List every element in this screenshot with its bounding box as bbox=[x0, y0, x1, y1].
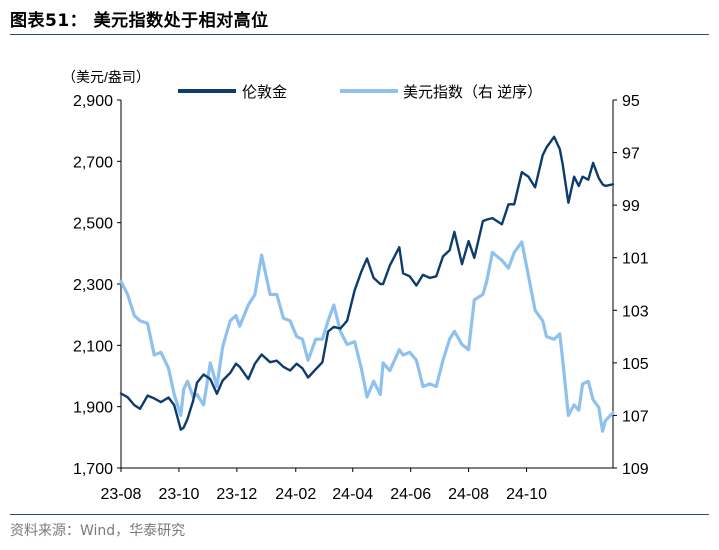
left-tick-label: 1,700 bbox=[73, 461, 113, 478]
left-axis-unit-label: （美元/盎司） bbox=[62, 69, 150, 85]
x-tick-label: 24-10 bbox=[506, 486, 547, 503]
axes-layer: 1,700 1,900 2,100 2,300 2,500 2,700 2,900 95 97 9… bbox=[73, 93, 649, 503]
title-divider bbox=[10, 34, 709, 35]
left-tick-label: 2,500 bbox=[73, 216, 113, 233]
x-tick-label: 24-08 bbox=[448, 486, 489, 503]
left-tick-label: 2,300 bbox=[73, 277, 113, 294]
series-line-dxy bbox=[119, 240, 615, 433]
right-tick-label: 99 bbox=[622, 198, 640, 215]
legend: 伦敦金 美元指数（右 逆序） bbox=[178, 84, 542, 101]
left-tick-label: 2,100 bbox=[73, 338, 113, 355]
right-tick-label: 95 bbox=[622, 93, 640, 110]
right-tick-label: 109 bbox=[622, 461, 649, 478]
right-tick-label: 107 bbox=[622, 408, 649, 425]
x-tick-label: 24-04 bbox=[332, 486, 373, 503]
series-layer bbox=[119, 135, 615, 433]
figure-title: 图表51： 美元指数处于相对高位 bbox=[10, 11, 269, 31]
right-tick-label: 101 bbox=[622, 251, 649, 268]
right-tick-label: 103 bbox=[622, 303, 649, 320]
x-tick-label: 24-06 bbox=[390, 486, 431, 503]
right-tick-label: 105 bbox=[622, 356, 649, 373]
x-tick-label: 24-02 bbox=[275, 486, 316, 503]
left-tick-label: 2,900 bbox=[73, 93, 113, 110]
legend-gold-label: 伦敦金 bbox=[242, 84, 287, 101]
x-tick-label: 23-10 bbox=[158, 486, 199, 503]
x-tick-label: 23-12 bbox=[216, 486, 257, 503]
right-tick-label: 97 bbox=[622, 146, 640, 163]
x-tick-label: 23-08 bbox=[101, 486, 142, 503]
source-note: 资料来源：Wind，华泰研究 bbox=[10, 523, 186, 539]
series-line-gold bbox=[119, 135, 615, 431]
footer-divider bbox=[10, 514, 709, 515]
left-tick-label: 1,900 bbox=[73, 400, 113, 417]
gold-vs-dxy-chart: 1,700 1,900 2,100 2,300 2,500 2,700 2,900 95 97 9… bbox=[62, 69, 649, 503]
left-tick-label: 2,700 bbox=[73, 154, 113, 171]
legend-dxy-label: 美元指数（右 逆序） bbox=[403, 84, 542, 101]
